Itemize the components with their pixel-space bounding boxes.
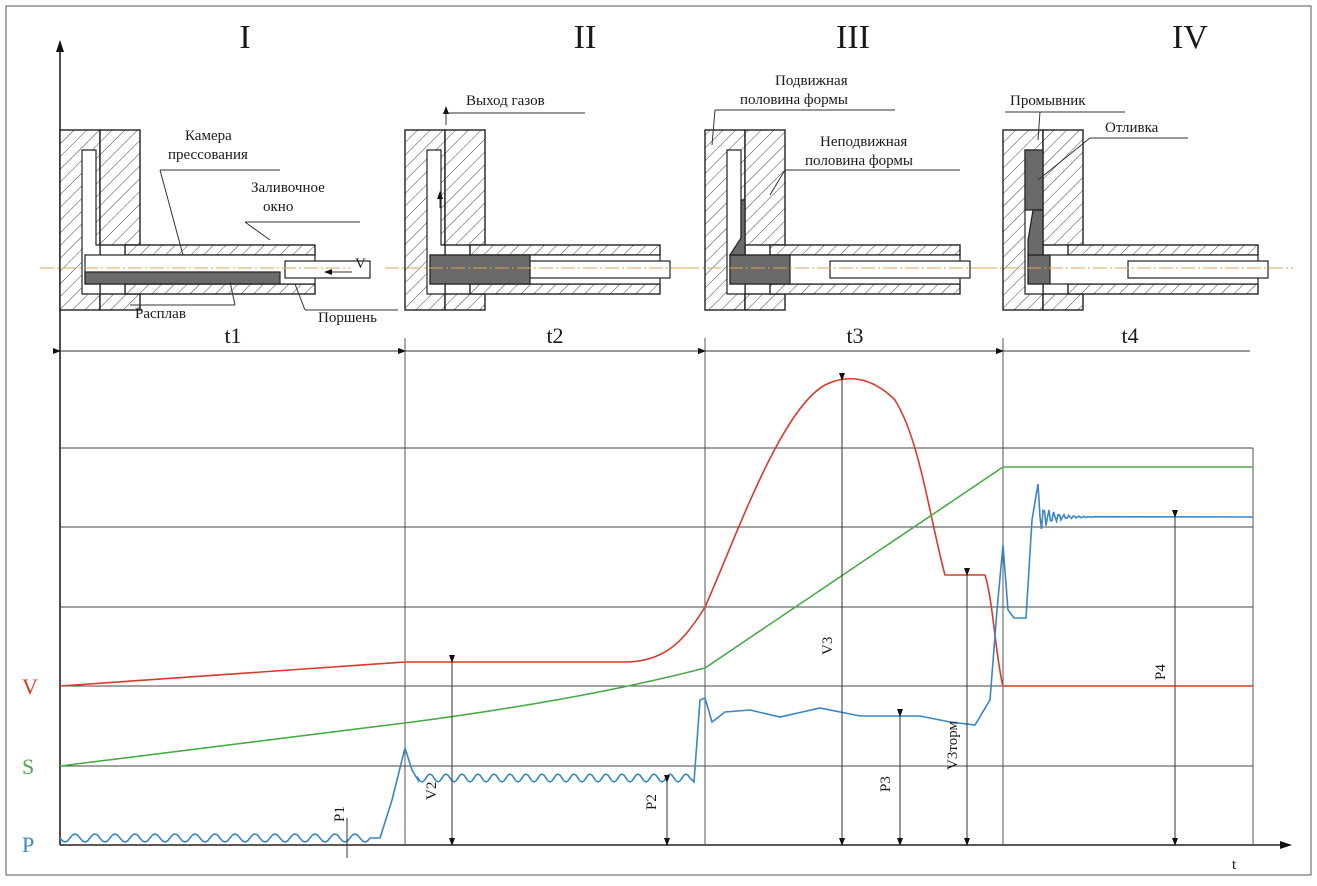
dim-label-p3: P3: [878, 776, 894, 792]
dimension-markers: [347, 380, 1175, 858]
label-gas-exit: Выход газов: [466, 93, 545, 109]
label-chamber: Камера прессования: [168, 128, 248, 163]
label-pour-window: Заливочное окно: [251, 180, 325, 215]
dim-label-v3torm: V3торм: [945, 721, 961, 770]
curve-label-p: P: [22, 832, 34, 857]
curve-label-s: S: [22, 754, 34, 779]
stage-label: III: [836, 19, 870, 56]
label-melt: Расплав: [135, 306, 186, 322]
time-label: t2: [546, 323, 563, 348]
displacement-curve: [60, 467, 1253, 766]
axis-label-t: t: [1232, 857, 1237, 873]
die-stage-4: [983, 130, 1293, 310]
pressure-curve: [60, 484, 1253, 842]
leader-line: [160, 170, 183, 255]
curve-label-v: V: [22, 674, 38, 699]
label-fixed-half: Неподвижная половина формы: [805, 134, 913, 169]
label-flusher: Промывник: [1010, 93, 1086, 109]
dim-label-p2: P2: [644, 794, 660, 810]
time-label: t4: [1121, 323, 1138, 348]
dim-label-p1: P1: [332, 806, 348, 822]
dim-label-p4: P4: [1153, 664, 1169, 680]
dim-label-v2: V2: [424, 782, 440, 800]
time-label: t3: [846, 323, 863, 348]
die-stage-2: [385, 130, 695, 310]
stage-label: I: [239, 19, 250, 56]
leader-line: [245, 222, 270, 240]
velocity-arrow-label: V: [355, 256, 366, 272]
stage-label: IV: [1172, 19, 1208, 56]
velocity-curve: [60, 379, 1253, 686]
label-piston: Поршень: [318, 310, 377, 326]
dim-label-v3: V3: [820, 637, 836, 655]
time-label: t1: [224, 323, 241, 348]
label-casting: Отливка: [1105, 120, 1159, 136]
label-movable-half: Подвижная половина формы: [740, 73, 848, 108]
graph-grid: [60, 448, 1253, 845]
stage-label: II: [574, 19, 597, 56]
